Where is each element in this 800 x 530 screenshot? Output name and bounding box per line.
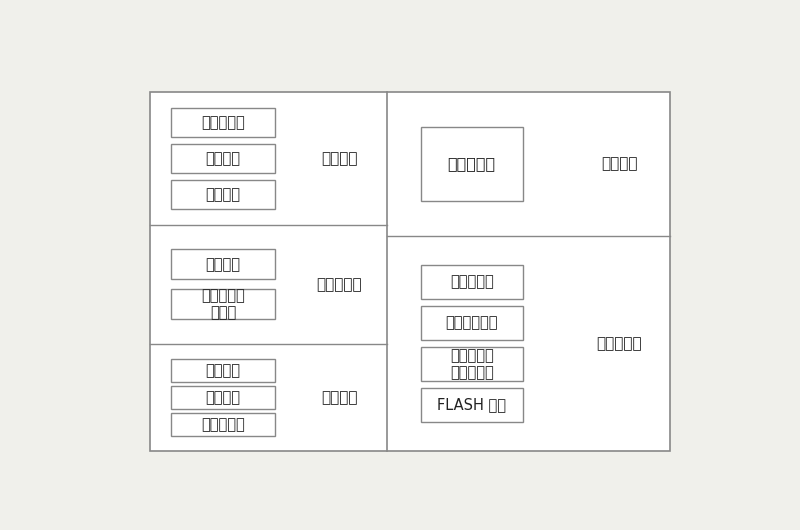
Text: 历史月曲线: 历史月曲线 <box>450 275 494 289</box>
Text: 实时日曲线: 实时日曲线 <box>201 417 245 432</box>
Text: 电网频率: 电网频率 <box>206 257 241 272</box>
Bar <box>421 264 523 299</box>
Text: 运行参数: 运行参数 <box>206 151 241 166</box>
Bar <box>171 413 275 436</box>
Text: FLASH 备份: FLASH 备份 <box>438 398 506 412</box>
Bar <box>171 108 275 137</box>
Text: 瞬时电量值: 瞬时电量值 <box>201 115 245 130</box>
Text: 监测事件记录: 监测事件记录 <box>446 315 498 331</box>
Bar <box>171 386 275 409</box>
Bar <box>171 180 275 209</box>
Bar <box>421 347 523 382</box>
Text: 电量追补方
案参考时间: 电量追补方 案参考时间 <box>450 348 494 380</box>
Text: 功率因素: 功率因素 <box>206 187 241 202</box>
Text: 每秒操作: 每秒操作 <box>321 151 358 166</box>
Bar <box>171 289 275 319</box>
Text: 每天操作: 每天操作 <box>321 390 358 405</box>
Bar <box>421 387 523 422</box>
Text: 长时间操作: 长时间操作 <box>597 336 642 351</box>
Bar <box>150 92 670 452</box>
Text: 同步时钟: 同步时钟 <box>206 363 241 378</box>
Text: 每月操作: 每月操作 <box>601 156 638 172</box>
Bar <box>171 250 275 279</box>
Bar <box>421 127 523 201</box>
Text: 每小时用电
柱状图: 每小时用电 柱状图 <box>201 288 245 321</box>
Bar <box>171 359 275 382</box>
Text: 历史日曲线: 历史日曲线 <box>448 156 496 172</box>
Text: 异常事件: 异常事件 <box>206 390 241 405</box>
Text: 每小时操作: 每小时操作 <box>316 277 362 292</box>
Bar <box>421 306 523 340</box>
Bar <box>171 144 275 173</box>
